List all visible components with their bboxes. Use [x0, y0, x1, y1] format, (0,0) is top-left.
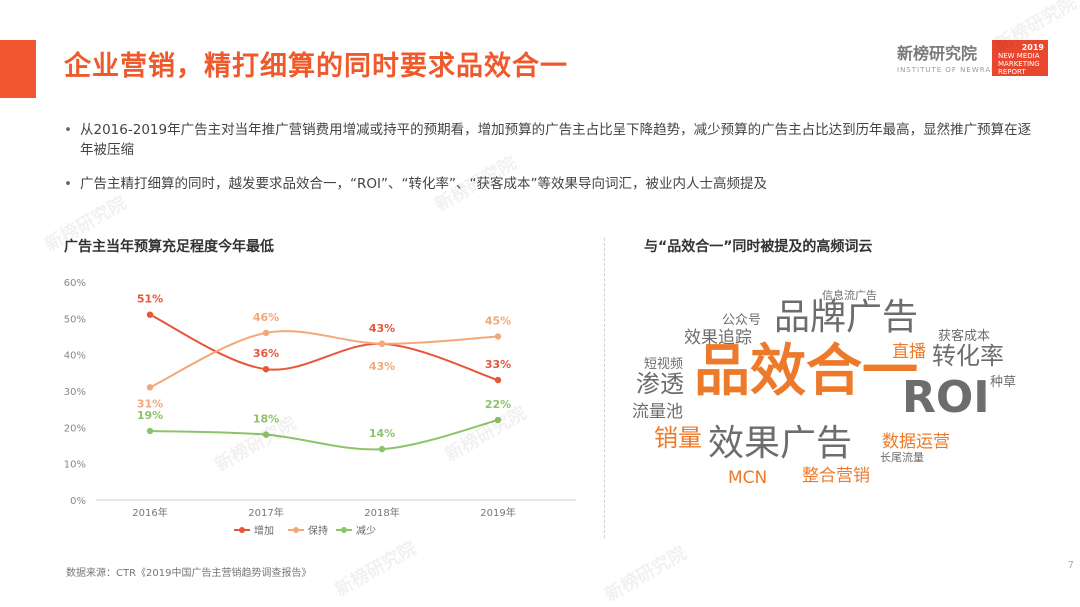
- data-point: [378, 445, 386, 453]
- brand-subtitle: INSTITUTE OF NEWRANK: [897, 66, 1003, 74]
- y-tick-label: 10%: [64, 460, 86, 471]
- brand-name: 新榜研究院: [897, 44, 978, 63]
- legend-marker: [293, 527, 299, 533]
- series-line-保持: [149, 330, 499, 389]
- word-cloud-term: 信息流广告: [822, 289, 877, 302]
- y-tick-label: 0%: [70, 496, 86, 507]
- series-line-减少: [149, 419, 499, 451]
- data-label: 43%: [369, 322, 395, 335]
- section-divider: [604, 238, 605, 538]
- data-label: 36%: [253, 347, 279, 360]
- report-text: NEW MEDIA MARKETING REPORT: [998, 52, 1040, 76]
- y-tick-label: 40%: [64, 351, 86, 362]
- data-point: [146, 427, 154, 435]
- data-point: [494, 333, 502, 340]
- x-tick-label: 2018年: [364, 506, 399, 519]
- data-point: [494, 376, 502, 384]
- chart-title: 广告主当年预算充足程度今年最低: [64, 239, 274, 255]
- word-cloud-title: 与“品效合一”同时被提及的高频词云: [644, 239, 873, 255]
- data-point: [262, 431, 270, 438]
- word-cloud-term: 流量池: [632, 402, 683, 422]
- watermark: 新榜研究院: [601, 542, 690, 606]
- legend-label: 增加: [254, 524, 274, 537]
- y-tick-label: 60%: [64, 278, 86, 289]
- legend-label: 保持: [308, 524, 328, 537]
- data-point: [494, 416, 502, 424]
- word-cloud-term: 品效合一: [694, 339, 918, 404]
- source-note: 数据来源：CTR《2019中国广告主营销趋势调查报告》: [66, 568, 312, 579]
- line-chart: 0% 10% 20% 30% 40% 50% 60% 2016年 2017年 2018年 2019年…: [64, 278, 576, 537]
- word-cloud-term: MCN: [728, 468, 768, 488]
- y-tick-label: 50%: [64, 314, 86, 325]
- page-title: 企业营销，精打细算的同时要求品效合一: [64, 51, 568, 82]
- word-cloud-term: 效果广告: [708, 423, 853, 464]
- word-cloud-term: 销量: [654, 424, 702, 452]
- legend-marker: [341, 527, 347, 533]
- x-tick-label: 2019年: [480, 506, 515, 519]
- legend-label: 减少: [356, 525, 376, 537]
- word-cloud-term: ROI: [902, 372, 990, 423]
- data-label: 45%: [485, 315, 511, 328]
- page-number: 7: [1067, 560, 1074, 571]
- data-label: 51%: [137, 293, 163, 306]
- word-cloud-term: 转化率: [932, 342, 1004, 370]
- data-label: 19%: [137, 409, 163, 422]
- legend-marker: [239, 527, 245, 533]
- series-line-增加: [149, 313, 499, 382]
- word-cloud: 品效合一 ROI 品牌广告效果广告 转化率渗透销量 效果追踪流量池 直播数据运营 整合营销 M…: [620, 280, 1060, 500]
- word-cloud-term: 短视频: [644, 357, 684, 372]
- word-cloud-term: 数据运营: [882, 432, 950, 452]
- bullet-list: 从2016-2019年广告主对当年推广营销费用增减或持平的预期看，增加预算的广告…: [62, 120, 1042, 208]
- data-label: 31%: [137, 397, 163, 410]
- word-cloud-term: 种草: [990, 375, 1017, 390]
- data-label: 43%: [369, 360, 395, 373]
- word-cloud-term: 品牌广告: [774, 297, 919, 338]
- x-tick-label: 2016年: [132, 506, 167, 519]
- word-cloud-term: 获客成本: [938, 329, 991, 344]
- data-point: [146, 311, 154, 318]
- y-tick-label: 20%: [64, 423, 86, 434]
- data-label: 46%: [253, 311, 279, 324]
- y-tick-label: 30%: [64, 387, 86, 398]
- word-cloud-term: 整合营销: [802, 466, 870, 486]
- bullet-item: 广告主精打细算的同时，越发要求品效合一，“ROI”、“转化率”、“获客成本”等效…: [62, 174, 1042, 194]
- x-tick-label: 2017年: [248, 506, 283, 519]
- report-year: 2019: [1021, 43, 1044, 52]
- title-accent-bar: [0, 40, 36, 98]
- brand-logo: 新榜研究院 INSTITUTE OF NEWRANK: [897, 40, 1003, 74]
- data-label: 22%: [485, 398, 511, 411]
- word-cloud-term: 长尾流量: [880, 451, 924, 464]
- data-point: [262, 366, 270, 373]
- data-point: [378, 340, 386, 347]
- data-point: [146, 384, 154, 391]
- word-cloud-term: 直播: [892, 342, 926, 362]
- data-label: 14%: [369, 427, 395, 440]
- word-cloud-term: 公众号: [722, 313, 762, 328]
- data-label: 18%: [253, 413, 279, 426]
- word-cloud-term: 渗透: [636, 370, 684, 398]
- bullet-item: 从2016-2019年广告主对当年推广营销费用增减或持平的预期看，增加预算的广告…: [62, 120, 1042, 160]
- word-cloud-term: 效果追踪: [684, 328, 752, 348]
- report-badge: 2019 NEW MEDIA MARKETING REPORT: [992, 40, 1048, 76]
- data-point: [262, 329, 270, 337]
- data-label: 33%: [485, 358, 511, 371]
